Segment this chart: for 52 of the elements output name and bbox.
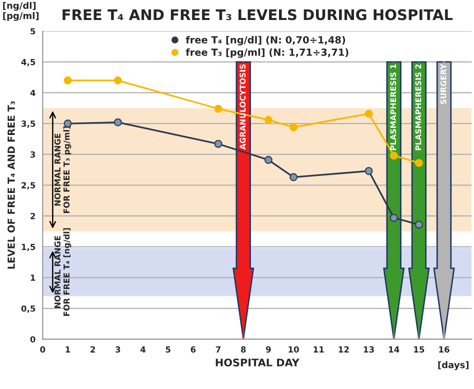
x-tick-label: 3 — [116, 346, 120, 353]
y-tick-label: 2 — [30, 212, 35, 220]
point — [214, 104, 222, 113]
y-tick-label: 4 — [30, 90, 36, 96]
y-axis-title: LEVEL OF FREE T₄ AND FREE T₃ — [8, 101, 15, 269]
legend-label: free T₃ [pg/ml] (N: 1,71÷3,71) — [186, 48, 348, 58]
band-label: NORMAL RANGE FOR FREE T₃ pg/ml] — [54, 126, 72, 214]
point — [390, 152, 398, 160]
x-tick-label: 12 — [338, 346, 349, 352]
y-tick-label: 0,5 — [21, 305, 36, 313]
text: [ng/dl] [pg/ml] — [3, 2, 39, 21]
chart-title: FREE T₄ AND FREE T₃ LEVELS DURING HOSPITAL — [62, 9, 453, 20]
x-tick-label: 6 — [190, 346, 196, 353]
point — [290, 123, 298, 132]
y-tick-label: 1,5 — [22, 244, 36, 252]
x-tick-label: 0 — [40, 346, 46, 353]
point — [214, 140, 222, 148]
y-tick-label: 5 — [30, 28, 36, 34]
point — [264, 116, 272, 124]
x-tick-label: 9 — [266, 346, 271, 353]
x-tick-label: 16 — [439, 346, 450, 353]
text: [days] — [438, 361, 468, 370]
point — [290, 173, 298, 182]
x-tick-label: 4 — [140, 346, 146, 352]
x-tick-label: 2 — [90, 346, 96, 352]
point — [114, 76, 122, 84]
point — [64, 76, 72, 84]
x-tick-label: 10 — [288, 346, 299, 353]
x-tick-label: 13 — [364, 346, 374, 353]
y-tick-label: 4,5 — [21, 59, 36, 66]
point — [390, 214, 398, 222]
point — [414, 220, 423, 229]
y-tick-label: 2,5 — [22, 182, 36, 190]
point — [114, 118, 122, 126]
x-tick-label: 14 — [389, 346, 400, 352]
point — [264, 156, 272, 164]
point — [364, 110, 373, 118]
x-tick-label: 7 — [216, 346, 220, 352]
x-tick-label: 11 — [314, 346, 324, 352]
x-tick-label: 15 — [414, 346, 424, 353]
y-tick-label: 3,5 — [22, 120, 36, 128]
point — [414, 158, 423, 167]
legend-label: free T₄ [ng/dl] (N: 0,70÷1,48) — [186, 36, 346, 46]
point — [364, 167, 373, 175]
x-tick-label: 5 — [166, 346, 170, 353]
y-tick-label: 0 — [30, 336, 36, 342]
x-tick-label: 1 — [66, 346, 70, 352]
x-tick-label: 8 — [240, 346, 246, 353]
y-tick-label: 1 — [30, 274, 36, 281]
x-axis-title: HOSPITAL DAY — [216, 358, 300, 366]
band-label: NORMAL RANGE FOR FREE T₄ [ng/dl] — [54, 228, 72, 316]
y-tick-label: 3 — [30, 151, 36, 158]
